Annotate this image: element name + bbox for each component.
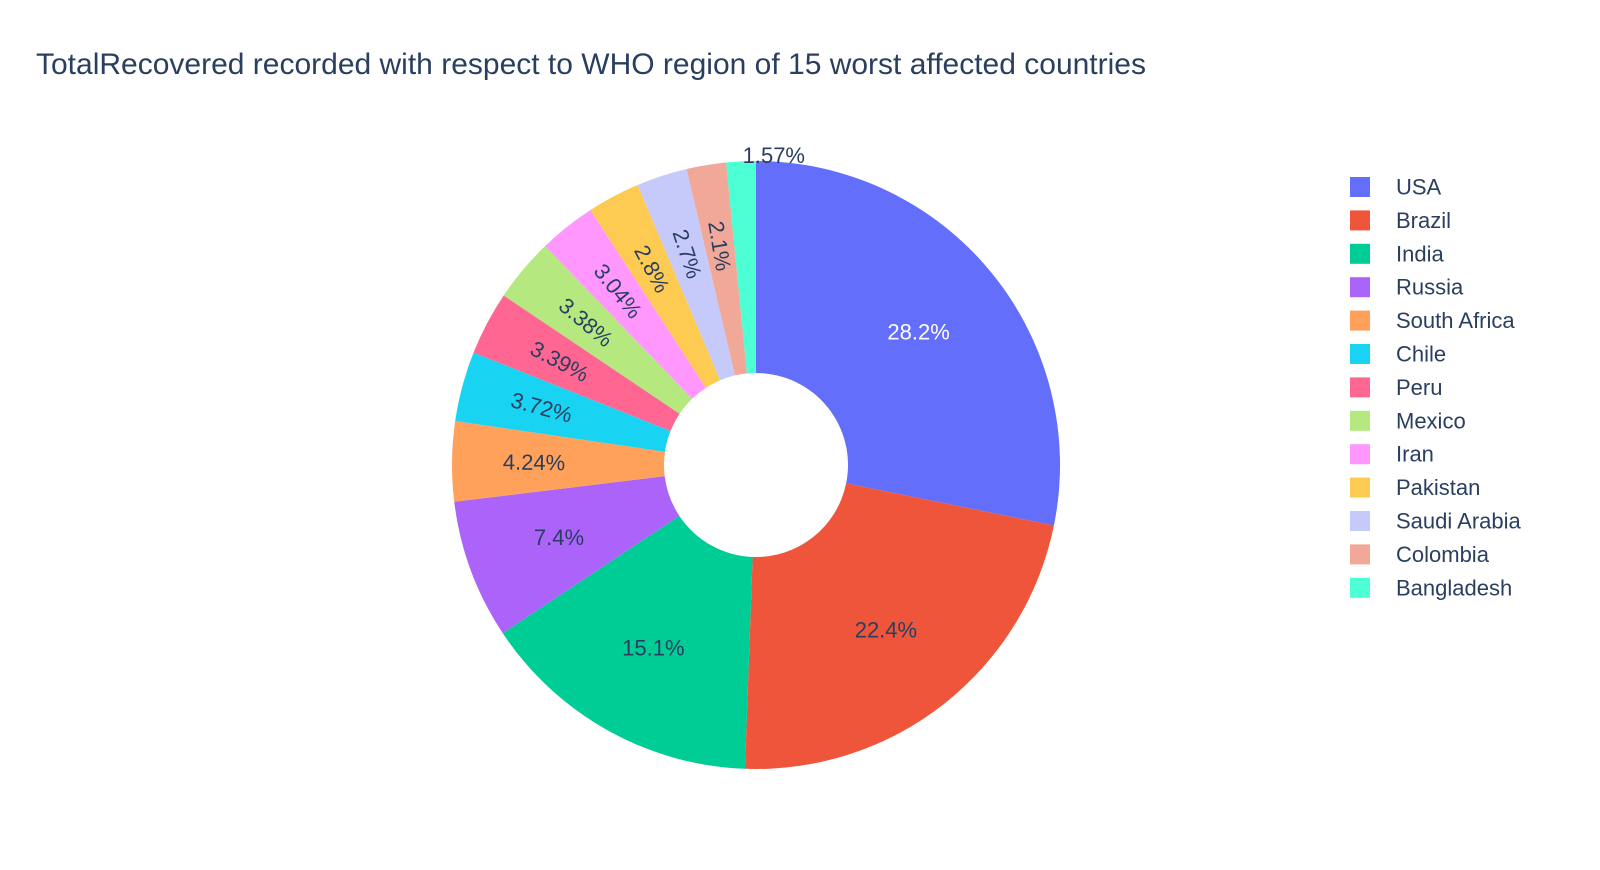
legend-swatch xyxy=(1350,277,1370,298)
pie-slice-pakistan[interactable] xyxy=(590,185,721,388)
chart-title: TotalRecovered recorded with respect to … xyxy=(36,48,1146,81)
pie-slice-brazil[interactable] xyxy=(744,483,1054,769)
pie-slice-saudi-arabia[interactable] xyxy=(637,169,735,381)
pie-slice-usa[interactable] xyxy=(756,161,1060,526)
slice-label-russia: 7.4% xyxy=(534,525,584,550)
legend-label: Saudi Arabia xyxy=(1396,509,1522,534)
legend-item-colombia[interactable]: Colombia xyxy=(1350,542,1490,567)
legend-swatch xyxy=(1350,310,1370,331)
slice-label-india: 15.1% xyxy=(622,636,684,661)
slice-label-south-africa: 4.24% xyxy=(503,449,566,475)
legend-item-india[interactable]: India xyxy=(1350,241,1444,266)
legend-item-mexico[interactable]: Mexico xyxy=(1350,408,1466,433)
legend-item-peru[interactable]: Peru xyxy=(1350,375,1442,400)
slice-label-bangladesh: 1.57% xyxy=(743,143,805,168)
legend-item-usa[interactable]: USA xyxy=(1350,175,1442,200)
legend-label: India xyxy=(1396,241,1444,266)
legend-label: South Africa xyxy=(1396,308,1515,333)
pie-slice-iran[interactable] xyxy=(545,210,706,399)
legend-item-pakistan[interactable]: Pakistan xyxy=(1350,475,1480,500)
legend-label: Colombia xyxy=(1396,542,1490,567)
pie-slice-chile[interactable] xyxy=(455,352,671,452)
slice-label-brazil: 22.4% xyxy=(855,617,917,642)
legend-label: Peru xyxy=(1396,375,1442,400)
legend-swatch xyxy=(1350,577,1370,598)
pie-slice-south-africa[interactable] xyxy=(451,421,665,502)
pie-slice-russia[interactable] xyxy=(454,476,680,634)
pie-slices xyxy=(451,161,1060,769)
legend-label: Pakistan xyxy=(1396,475,1480,500)
pie-slice-mexico[interactable] xyxy=(503,246,693,414)
legend-item-bangladesh[interactable]: Bangladesh xyxy=(1350,575,1512,600)
legend-label: Bangladesh xyxy=(1396,575,1512,600)
legend-swatch xyxy=(1350,344,1370,364)
legend-item-russia[interactable]: Russia xyxy=(1350,275,1464,300)
legend-swatch xyxy=(1350,544,1370,565)
legend-item-iran[interactable]: Iran xyxy=(1350,442,1434,467)
legend-label: Mexico xyxy=(1396,408,1466,433)
legend-swatch xyxy=(1350,477,1370,498)
pie-slice-bangladesh[interactable] xyxy=(726,161,756,374)
legend-swatch xyxy=(1350,210,1370,231)
legend: USA Brazil India Russia South Africa Chile Per… xyxy=(1350,175,1522,600)
legend-item-south-africa[interactable]: South Africa xyxy=(1350,308,1515,333)
legend-swatch xyxy=(1350,377,1370,398)
pie-slice-peru[interactable] xyxy=(473,295,680,431)
legend-item-brazil[interactable]: Brazil xyxy=(1350,208,1451,233)
legend-item-saudi-arabia[interactable]: Saudi Arabia xyxy=(1350,509,1522,534)
legend-label: Chile xyxy=(1396,342,1446,367)
legend-label: Iran xyxy=(1396,442,1434,467)
legend-swatch xyxy=(1350,243,1370,264)
legend-swatch xyxy=(1350,410,1370,431)
legend-swatch xyxy=(1350,177,1370,197)
legend-item-chile[interactable]: Chile xyxy=(1350,342,1446,367)
legend-swatch xyxy=(1350,511,1370,531)
pie-slice-india[interactable] xyxy=(502,515,753,769)
slice-label-usa: 28.2% xyxy=(887,320,949,345)
legend-label: USA xyxy=(1396,175,1442,200)
legend-swatch xyxy=(1350,444,1370,465)
legend-label: Russia xyxy=(1396,275,1464,300)
pie-slice-colombia[interactable] xyxy=(686,162,747,376)
legend-label: Brazil xyxy=(1396,208,1451,233)
